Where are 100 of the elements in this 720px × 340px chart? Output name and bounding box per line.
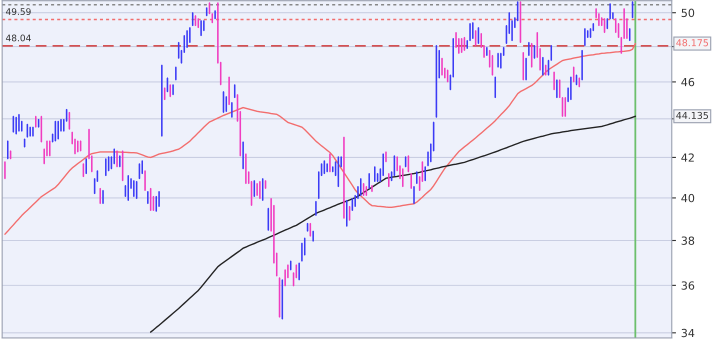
candlestick	[315, 200, 317, 216]
candlestick	[343, 136, 345, 219]
candlestick	[530, 42, 532, 68]
candlestick	[348, 206, 350, 221]
candlestick	[534, 45, 536, 59]
candlestick	[410, 173, 412, 189]
text: 44.135	[676, 112, 708, 120]
y-tick-label: 34	[682, 328, 694, 338]
candlestick	[278, 277, 280, 318]
candlestick	[306, 222, 308, 232]
candlestick	[26, 124, 28, 138]
candlestick	[525, 58, 527, 80]
candlestick	[158, 190, 160, 208]
candlestick	[144, 170, 146, 192]
candlestick	[528, 42, 530, 56]
candlestick	[12, 116, 14, 133]
candlestick	[102, 190, 104, 204]
candlestick	[234, 84, 236, 98]
candlestick	[166, 77, 168, 92]
candlestick	[262, 178, 264, 201]
candlestick	[105, 158, 107, 176]
candlestick	[138, 163, 140, 180]
ref-line-label: 48.04	[6, 34, 31, 42]
candlestick	[497, 52, 499, 68]
candlestick	[404, 156, 406, 168]
line-series	[4, 42, 636, 235]
y-tick-label: 38	[682, 236, 694, 245]
candlestick	[68, 112, 70, 130]
candlestick	[54, 120, 56, 142]
line-series	[150, 116, 636, 333]
candlestick	[446, 70, 448, 82]
candlestick	[18, 114, 20, 132]
candlestick	[368, 173, 370, 189]
candlestick	[175, 66, 177, 80]
candlestick	[186, 30, 188, 48]
y-tick-label: 36	[682, 281, 694, 290]
candlestick	[259, 180, 261, 200]
candlestick	[388, 173, 390, 188]
ref-line-label: 49.59	[6, 8, 31, 16]
candlestick	[172, 84, 174, 96]
candlestick	[85, 158, 87, 174]
candlestick	[576, 74, 578, 86]
candlestick	[371, 185, 373, 192]
candlestick	[584, 28, 586, 46]
candlestick	[478, 27, 480, 44]
candlestick	[564, 97, 566, 117]
candlestick	[360, 178, 362, 196]
candlestick	[32, 126, 34, 137]
candlestick	[441, 58, 443, 76]
candlestick	[402, 168, 404, 188]
candlestick	[29, 126, 31, 137]
candlestick	[570, 76, 572, 100]
candlestick	[556, 79, 558, 98]
candlestick	[474, 30, 476, 46]
candlestick	[413, 186, 415, 204]
candlestick	[200, 20, 202, 36]
candlestick	[312, 230, 314, 242]
candlestick	[15, 116, 17, 135]
candlestick	[35, 116, 37, 128]
y-tick-label: 50	[682, 8, 694, 18]
candlestick	[520, 1, 522, 44]
candlestick	[544, 64, 546, 76]
candlestick	[632, 1, 634, 18]
candlestick	[460, 38, 462, 54]
candlestick	[6, 140, 9, 160]
candlestick	[4, 161, 6, 180]
candlestick	[352, 198, 354, 212]
candlestick	[264, 180, 266, 189]
y-tick-label: 46	[681, 78, 694, 86]
candlestick	[256, 182, 258, 196]
candlestick	[147, 190, 149, 204]
candlestick	[324, 160, 326, 174]
candlestick	[268, 208, 270, 231]
candlestick	[203, 20, 205, 32]
y-tick-label: 40	[681, 194, 694, 202]
candlestick	[604, 18, 606, 34]
candlestick	[192, 12, 194, 26]
candlestick	[553, 72, 555, 90]
candlestick	[116, 150, 118, 168]
candlestick	[231, 102, 233, 118]
candlestick	[310, 222, 312, 237]
y-tick-label: 42	[681, 153, 694, 162]
candlestick	[472, 22, 474, 40]
candlestick	[298, 262, 300, 280]
candlestick	[542, 56, 544, 76]
candlestick	[133, 180, 135, 198]
candlestick	[464, 36, 466, 51]
candlestick	[329, 153, 331, 172]
candlestick	[99, 188, 101, 204]
candlestick	[374, 166, 376, 182]
candlestick	[416, 171, 418, 184]
candlestick	[49, 140, 51, 156]
candlestick	[362, 182, 364, 196]
candlestick	[150, 188, 152, 212]
candlestick	[494, 76, 496, 98]
candlestick	[80, 140, 82, 152]
candlestick	[57, 120, 59, 140]
candlestick	[194, 15, 196, 26]
candlestick	[254, 180, 256, 198]
candlestick	[385, 151, 387, 162]
